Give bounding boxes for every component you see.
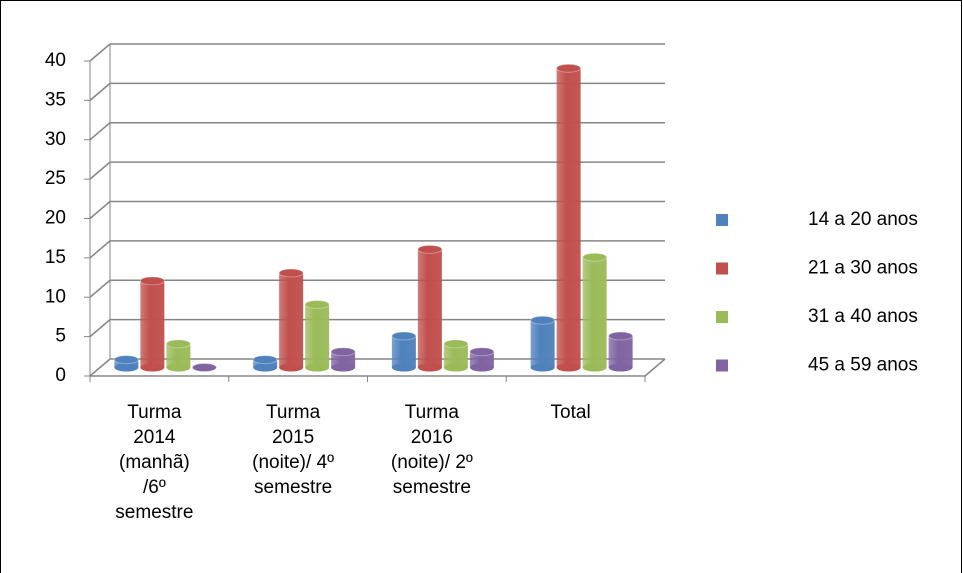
grid-line-depth <box>89 82 111 101</box>
bar-top <box>278 268 304 278</box>
bar-top <box>443 339 469 349</box>
grid-line-depth <box>89 161 111 180</box>
bar-top <box>304 300 330 309</box>
legend-label: 21 a 30 anos <box>808 258 918 279</box>
bar-top <box>469 347 495 357</box>
grid-line-depth <box>89 43 111 62</box>
y-tick-label: 10 <box>45 286 66 307</box>
legend-label: 14 a 20 anos <box>808 209 918 230</box>
legend-swatch <box>716 311 728 323</box>
bar <box>469 351 494 368</box>
bar-top <box>530 315 556 325</box>
x-tick-label: Turma 2016 (noite)/ 2º semestre <box>390 402 473 498</box>
bar-top <box>139 276 165 286</box>
x-tick-label: Turma 2015 (noite)/ 4º semestre <box>252 402 335 498</box>
bar-top <box>608 331 634 341</box>
bar <box>443 343 468 368</box>
bar <box>417 249 442 368</box>
bar <box>582 257 607 368</box>
legend-swatch <box>716 359 728 372</box>
y-tick-label: 40 <box>45 50 66 71</box>
bar-top <box>113 355 139 365</box>
bar-top <box>252 355 278 365</box>
y-tick-label: 35 <box>45 89 66 110</box>
bar-top <box>556 63 582 73</box>
bar <box>140 280 165 368</box>
bar <box>391 336 416 368</box>
grid-line-depth <box>89 319 111 338</box>
legend-label: 31 a 40 anos <box>808 306 918 327</box>
bar <box>305 304 330 368</box>
bar-top <box>330 347 356 357</box>
grid-line-depth <box>89 122 111 141</box>
y-tick-label: 0 <box>55 365 66 386</box>
x-tick-label: Turma 2014 (manhã) /6º semestre <box>115 402 194 523</box>
x-axis-depth <box>644 358 666 377</box>
legend-label: 45 a 59 anos <box>808 355 918 376</box>
y-tick-label: 15 <box>45 247 66 268</box>
y-tick-label: 30 <box>45 129 66 150</box>
grid-line-depth <box>89 358 111 377</box>
bar-top <box>582 252 608 262</box>
y-tick-label: 25 <box>45 168 66 189</box>
bar <box>279 273 304 368</box>
y-tick-label: 20 <box>45 208 66 229</box>
legend-swatch <box>716 214 728 226</box>
bar-top <box>417 244 443 254</box>
bar <box>331 351 356 368</box>
bar-top <box>165 339 191 349</box>
grid-line-depth <box>89 200 111 220</box>
x-tick-label: Total <box>550 402 591 423</box>
bar <box>556 68 581 368</box>
bar <box>166 343 191 368</box>
grid-line-depth <box>89 279 111 298</box>
legend-swatch <box>716 262 728 275</box>
bar-top <box>191 363 217 372</box>
bar-top <box>391 331 417 341</box>
grid-line-depth <box>89 240 111 259</box>
y-tick-label: 5 <box>55 326 66 347</box>
bar <box>608 336 633 368</box>
bar <box>530 320 555 368</box>
